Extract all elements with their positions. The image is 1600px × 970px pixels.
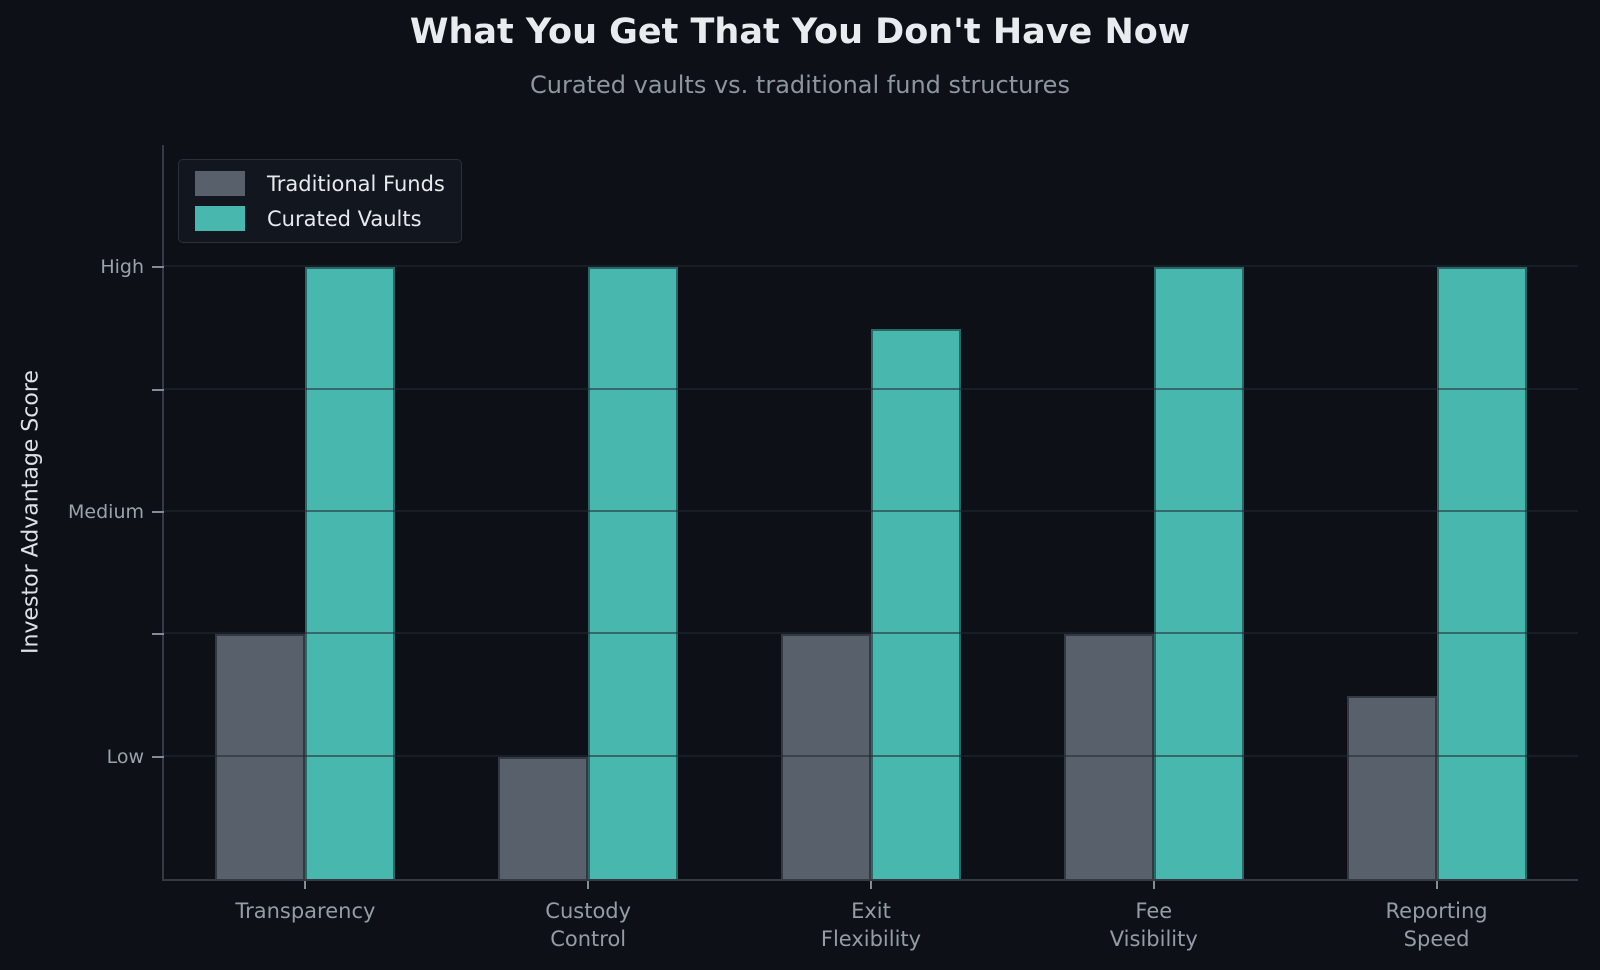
- y-tick-label: Medium: [68, 501, 144, 523]
- bar-group-reporting-speed: [1346, 145, 1527, 879]
- bar-traditional-funds-transparency: [215, 634, 306, 879]
- bar-traditional-funds-reporting-speed: [1346, 695, 1437, 879]
- category-slot-reporting-speed: Reporting Speed: [1295, 145, 1578, 951]
- x-axis-tick: [869, 881, 872, 889]
- category-slot-transparency: Transparency: [164, 145, 447, 923]
- legend-swatch-traditional-funds: [195, 171, 245, 196]
- bar-group-custody-control: [498, 145, 679, 879]
- bar-slots: Transparency Custody Control Exit Flexibil…: [164, 145, 1578, 951]
- x-tick-label: Custody Control: [545, 899, 632, 952]
- bar-curated-vaults-exit-flexibility: [870, 328, 961, 879]
- chart-title: What You Get That You Don't Have Now: [409, 12, 1191, 52]
- y-axis-label: Investor Advantage Score: [18, 370, 44, 654]
- x-tick-label: Exit Flexibility: [820, 899, 922, 952]
- legend-item-traditional-funds: Traditional Funds: [195, 171, 445, 196]
- bar-traditional-funds-exit-flexibility: [780, 634, 871, 879]
- legend-label: Curated Vaults: [267, 206, 422, 231]
- plot-area: Transparency Custody Control Exit Flexibil…: [68, 145, 1578, 951]
- x-tick-label: Reporting Speed: [1385, 899, 1488, 952]
- category-slot-custody-control: Custody Control: [447, 145, 730, 951]
- bar-traditional-funds-custody-control: [498, 756, 589, 879]
- x-axis-tick: [587, 881, 590, 889]
- bar-group-transparency: [215, 145, 396, 879]
- y-axis-tick: [152, 266, 164, 269]
- x-tick-label: Fee Visibility: [1109, 899, 1198, 952]
- y-axis-tick: [152, 633, 164, 636]
- bar-curated-vaults-reporting-speed: [1436, 267, 1527, 879]
- category-slot-fee-visibility: Fee Visibility: [1012, 145, 1295, 951]
- x-axis-tick: [1152, 881, 1155, 889]
- legend-label: Traditional Funds: [267, 171, 445, 196]
- bar-traditional-funds-fee-visibility: [1063, 634, 1154, 879]
- bar-curated-vaults-fee-visibility: [1153, 267, 1244, 879]
- bar-group-fee-visibility: [1063, 145, 1244, 879]
- x-axis-tick: [1435, 881, 1438, 889]
- x-axis-tick: [304, 881, 307, 889]
- legend-swatch-curated-vaults: [195, 206, 245, 231]
- bar-group-exit-flexibility: [780, 145, 961, 879]
- y-axis-tick: [152, 388, 164, 391]
- legend: Traditional Funds Curated Vaults: [178, 159, 462, 243]
- x-tick-label: Transparency: [235, 899, 376, 923]
- category-slot-exit-flexibility: Exit Flexibility: [730, 145, 1013, 951]
- bar-curated-vaults-custody-control: [588, 267, 679, 879]
- y-axis-tick: [152, 511, 164, 513]
- legend-item-curated-vaults: Curated Vaults: [195, 206, 445, 231]
- y-tick-label: High: [100, 256, 144, 279]
- y-tick-label: Low: [106, 745, 144, 768]
- y-axis-tick: [152, 755, 164, 758]
- bar-curated-vaults-transparency: [305, 267, 396, 879]
- chart-subtitle: Curated vaults vs. traditional fund stru…: [530, 71, 1070, 99]
